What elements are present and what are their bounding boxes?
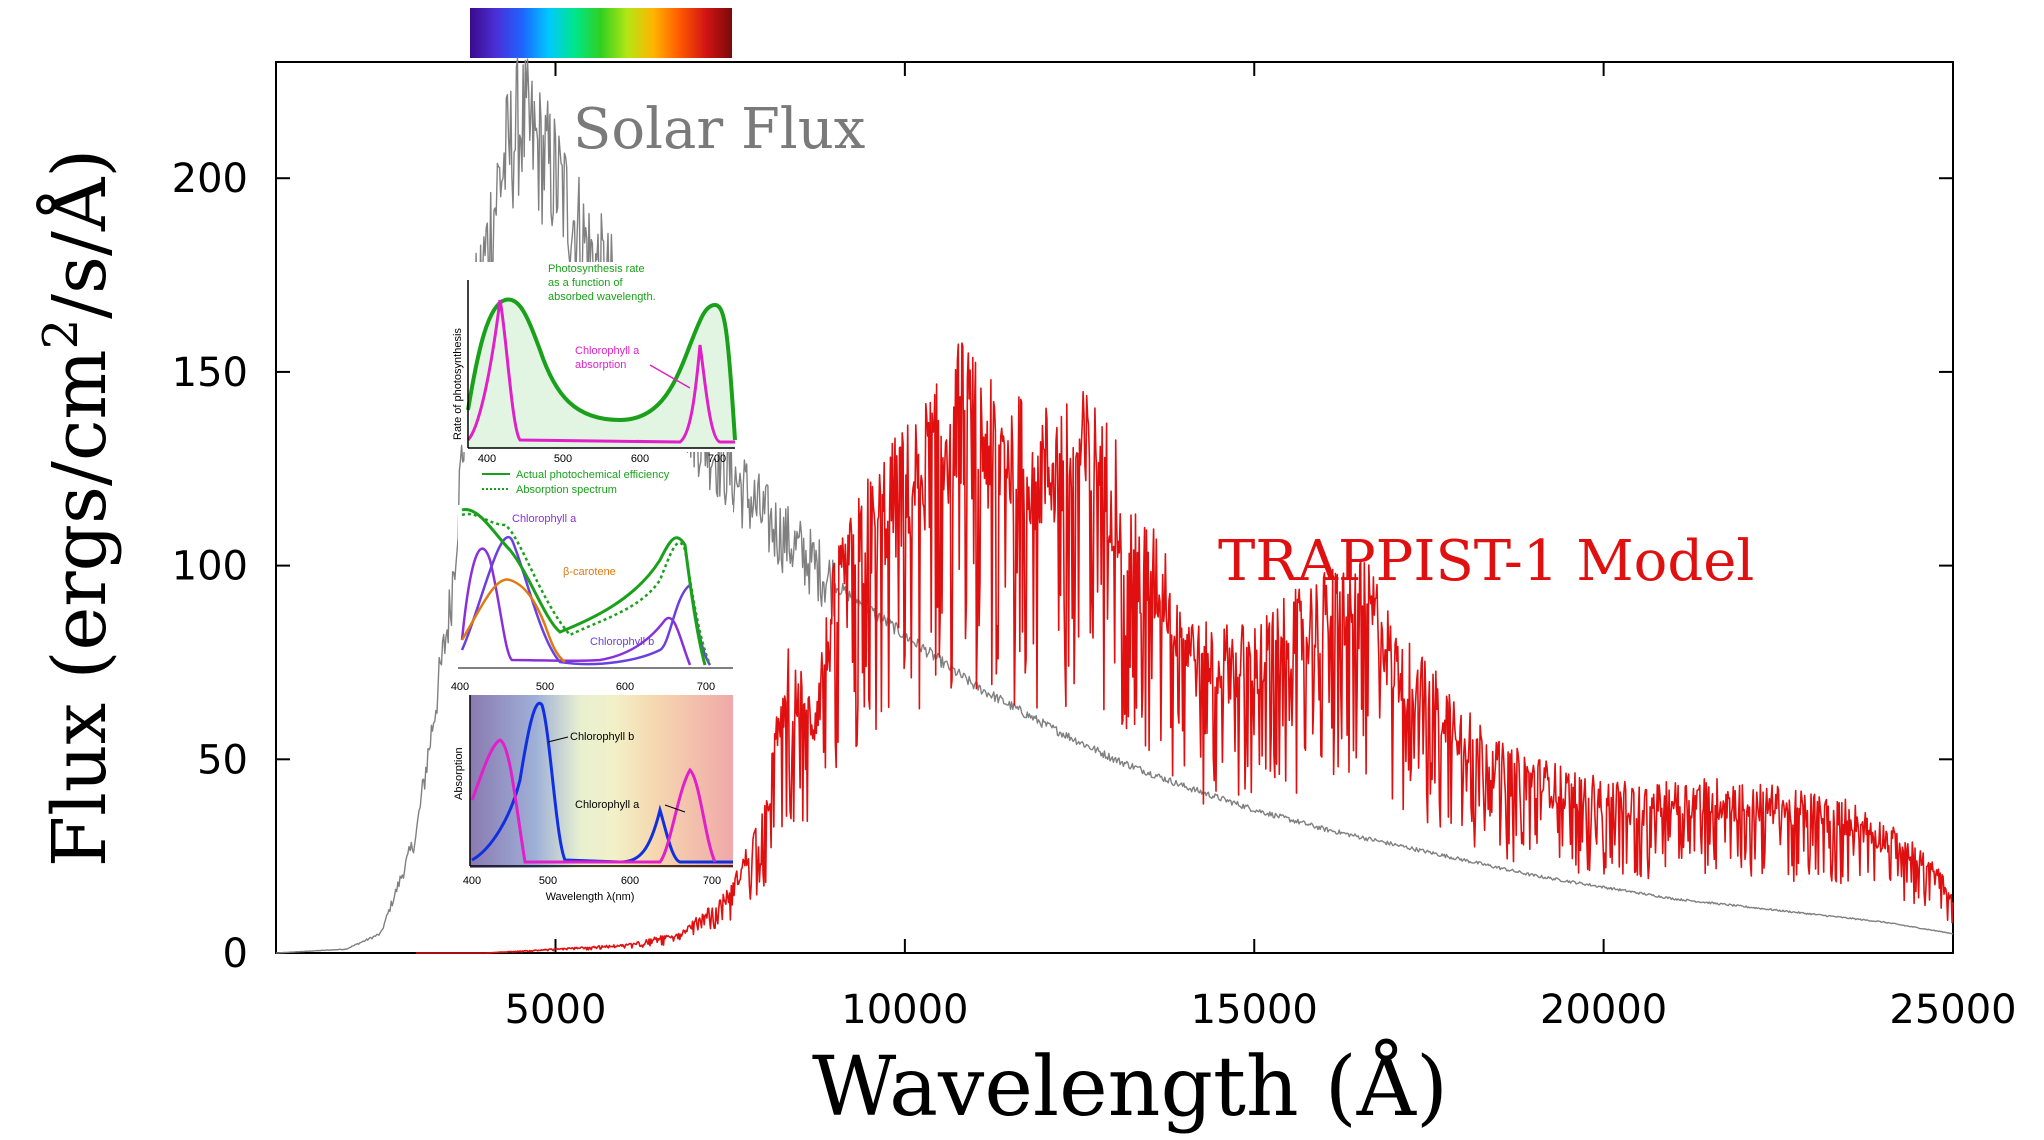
inset1-ylabel: Rate of photosynthesis xyxy=(452,328,464,440)
x-tick-label-5000: 5000 xyxy=(505,987,607,1033)
inset3-chlorophyll-a-curve xyxy=(470,738,717,864)
inset1-note-line3: absorbed wavelength. xyxy=(548,291,656,303)
inset3-tick-700: 700 xyxy=(703,875,721,887)
y-tick-label-0: 0 xyxy=(223,931,248,977)
inset-panel-photosynthesis-rate: Rate of photosynthesis Photosynthesis ra… xyxy=(452,262,737,496)
x-tick-label-15000: 15000 xyxy=(1191,987,1318,1033)
x-tick-label-10000: 10000 xyxy=(841,987,968,1033)
inset-panel-absorption: Absorption Chlorophyll b Chlorophyll a 4… xyxy=(453,695,733,903)
inset3-tick-400: 400 xyxy=(463,875,481,887)
inset3-label-chlorophyll-b: Chlorophyll b xyxy=(570,731,634,743)
inset1-note-line2: as a function of xyxy=(548,277,624,289)
inset2-label-chlorophyll-b: Chlorophyll b xyxy=(590,636,654,648)
y-axis-title-tail: /s/Å) xyxy=(35,149,123,319)
inset2-tick-600: 600 xyxy=(616,681,634,693)
inset1-annotation-arrow xyxy=(649,364,691,389)
inset1-legend-solid-label: Actual photochemical efficiency xyxy=(516,469,670,481)
inset1-annotation-line1: Chlorophyll a xyxy=(575,345,640,357)
photosynthesis-inset: Rate of photosynthesis Photosynthesis ra… xyxy=(451,262,737,903)
y-tick-label-150: 150 xyxy=(172,350,248,396)
inset2-tick-500: 500 xyxy=(536,681,554,693)
inset-panel-pigments: Chlorophyll a β-carotene Chlorophyll b 4… xyxy=(451,505,733,693)
axis-ticks: 5000 10000 15000 20000 25000 0 50 100 150 200 xyxy=(172,62,2017,1033)
inset1-tick-600: 600 xyxy=(631,453,649,465)
inset1-note-line1: Photosynthesis rate xyxy=(548,263,645,275)
y-tick-label-100: 100 xyxy=(172,544,248,590)
inset1-tick-700: 700 xyxy=(708,453,726,465)
x-axis-title: Wavelength (Å) xyxy=(812,1038,1448,1135)
inset1-tick-400: 400 xyxy=(478,453,496,465)
plot-frame xyxy=(275,61,1954,954)
inset1-annotation-line2: absorption xyxy=(575,359,626,371)
inset1-efficiency-curve xyxy=(466,297,737,441)
trappist-model-label: TRAPPIST-1 Model xyxy=(1218,529,1754,594)
inset3-ylabel: Absorption xyxy=(453,747,465,800)
inset2-tick-400: 400 xyxy=(451,681,469,693)
inset3-label-chlorophyll-a: Chlorophyll a xyxy=(575,799,640,811)
x-tick-label-25000: 25000 xyxy=(1889,987,2016,1033)
solar-flux-line xyxy=(275,57,1954,954)
series-layer xyxy=(275,57,1954,954)
inset3-xlabel: Wavelength λ(nm) xyxy=(546,891,635,903)
inset3-tick-500: 500 xyxy=(539,875,557,887)
inset1-chlorophyll-curve xyxy=(466,299,735,444)
inset2-label-chlorophyll-a: Chlorophyll a xyxy=(512,513,577,525)
inset3-background xyxy=(470,695,733,868)
inset2-tick-700: 700 xyxy=(697,681,715,693)
inset2-beta-carotene-curve xyxy=(460,578,566,663)
inset3-arrow-b xyxy=(547,736,569,743)
x-tick-label-20000: 20000 xyxy=(1540,987,1667,1033)
y-tick-label-200: 200 xyxy=(172,156,248,202)
inset1-tick-500: 500 xyxy=(554,453,572,465)
inset3-tick-600: 600 xyxy=(621,875,639,887)
visible-spectrum-bar xyxy=(470,8,732,58)
inset2-chlorophyll-a-curve xyxy=(460,547,692,666)
y-axis-title-main: Flux (ergs/cm xyxy=(37,349,123,867)
inset3-arrow-a xyxy=(664,804,686,813)
solar-flux-label: Solar Flux xyxy=(573,97,865,162)
y-tick-label-50: 50 xyxy=(197,737,248,783)
y-axis-title-sup: 2 xyxy=(33,319,89,350)
inset2-label-beta-carotene: β-carotene xyxy=(563,566,616,578)
inset3-chlorophyll-b-curve xyxy=(471,701,733,864)
inset1-legend-dotted-label: Absorption spectrum xyxy=(516,484,617,496)
trappist-model-line xyxy=(415,342,1954,954)
inset2-efficiency-curve xyxy=(461,508,707,666)
y-axis-title: Flux (ergs/cm2/s/Å) xyxy=(33,149,123,868)
